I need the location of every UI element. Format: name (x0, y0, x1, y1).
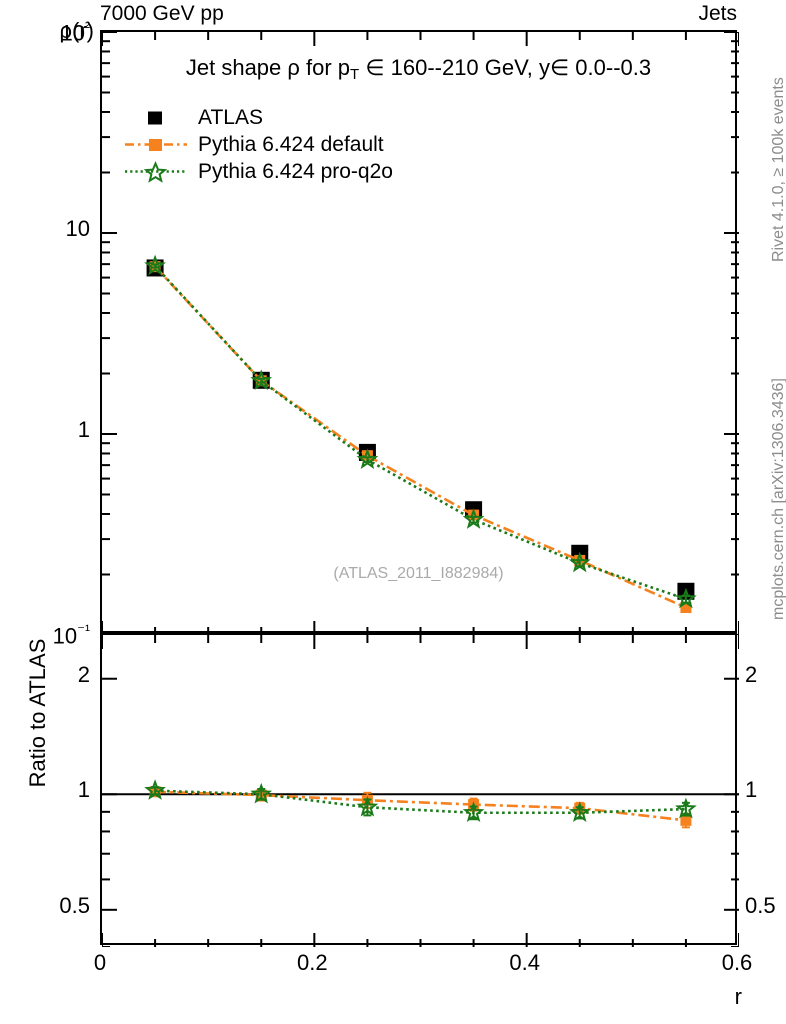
ratio-plot-frame (100, 633, 739, 947)
title-subscript: T (350, 66, 360, 83)
ratio-y-tick-label-right: 2 (745, 661, 758, 687)
ratio-y-tick-label-left: 2 (77, 661, 90, 687)
legend-label-atlas: ATLAS (198, 106, 263, 129)
legend-key-pythia-default (125, 139, 187, 151)
main-plot-frame (100, 30, 739, 635)
header-analysis-label: Jets (698, 2, 737, 25)
x-tick-label: 0.4 (509, 950, 540, 975)
ratio-y-tick-label-right: 0.5 (745, 892, 776, 918)
rivet-version-caption: Rivet 4.1.0, ≥ 100k events (770, 77, 786, 262)
ratio-y-tick-label-left: 0.5 (59, 892, 90, 918)
legend: ATLAS Pythia 6.424 default Pythia 6.424 … (124, 104, 454, 185)
main-plot-canvas (102, 32, 739, 635)
main-y-tick-label: 10² (60, 19, 90, 46)
legend-item-atlas[interactable]: ATLAS (124, 104, 454, 131)
x-axis-label: r (734, 984, 742, 1009)
legend-label-pythia-default: Pythia 6.424 default (198, 133, 384, 156)
main-y-axis-label: ρ(r) (59, 18, 95, 43)
legend-item-pythia-default[interactable]: Pythia 6.424 default (124, 131, 454, 158)
ratio-y-tick-label-right: 1 (745, 777, 758, 803)
header-beam-label: 7000 GeV pp (100, 2, 224, 25)
x-tick-label: 0 (93, 950, 107, 975)
title-rho-symbol: ρ (287, 55, 300, 80)
legend-key-atlas (148, 111, 162, 125)
main-y-tick-label: 1 (77, 417, 90, 442)
analysis-id-watermark: (ATLAS_2011_I882984) (333, 565, 504, 582)
legend-item-pythia-proq2o[interactable]: Pythia 6.424 pro-q2o (124, 158, 454, 185)
plot-title: Jet shape ρ for pT ∈ 160--210 GeV, y∈ 0.… (100, 55, 737, 83)
title-tail: ∈ 160--210 GeV, y∈ 0.0--0.3 (359, 55, 652, 80)
mcplots-source-caption: mcplots.cern.ch [arXiv:1306.3436] (770, 378, 786, 620)
legend-key-pythia-proq2o (125, 160, 187, 183)
x-tick-label: 0.6 (721, 950, 753, 975)
title-prefix: Jet shape (185, 55, 288, 80)
ratio-y-axis-label: Ratio to ATLAS (25, 638, 50, 788)
legend-label-pythia-proq2o: Pythia 6.424 pro-q2o (198, 160, 393, 183)
main-y-tick-label: 10⁻¹ (52, 622, 90, 649)
title-mid: for p (299, 55, 351, 80)
ratio-y-tick-label-left: 1 (77, 777, 90, 803)
x-tick-label: 0.2 (297, 950, 328, 975)
ratio-plot-canvas (102, 635, 739, 947)
main-y-tick-label: 10 (65, 216, 90, 241)
